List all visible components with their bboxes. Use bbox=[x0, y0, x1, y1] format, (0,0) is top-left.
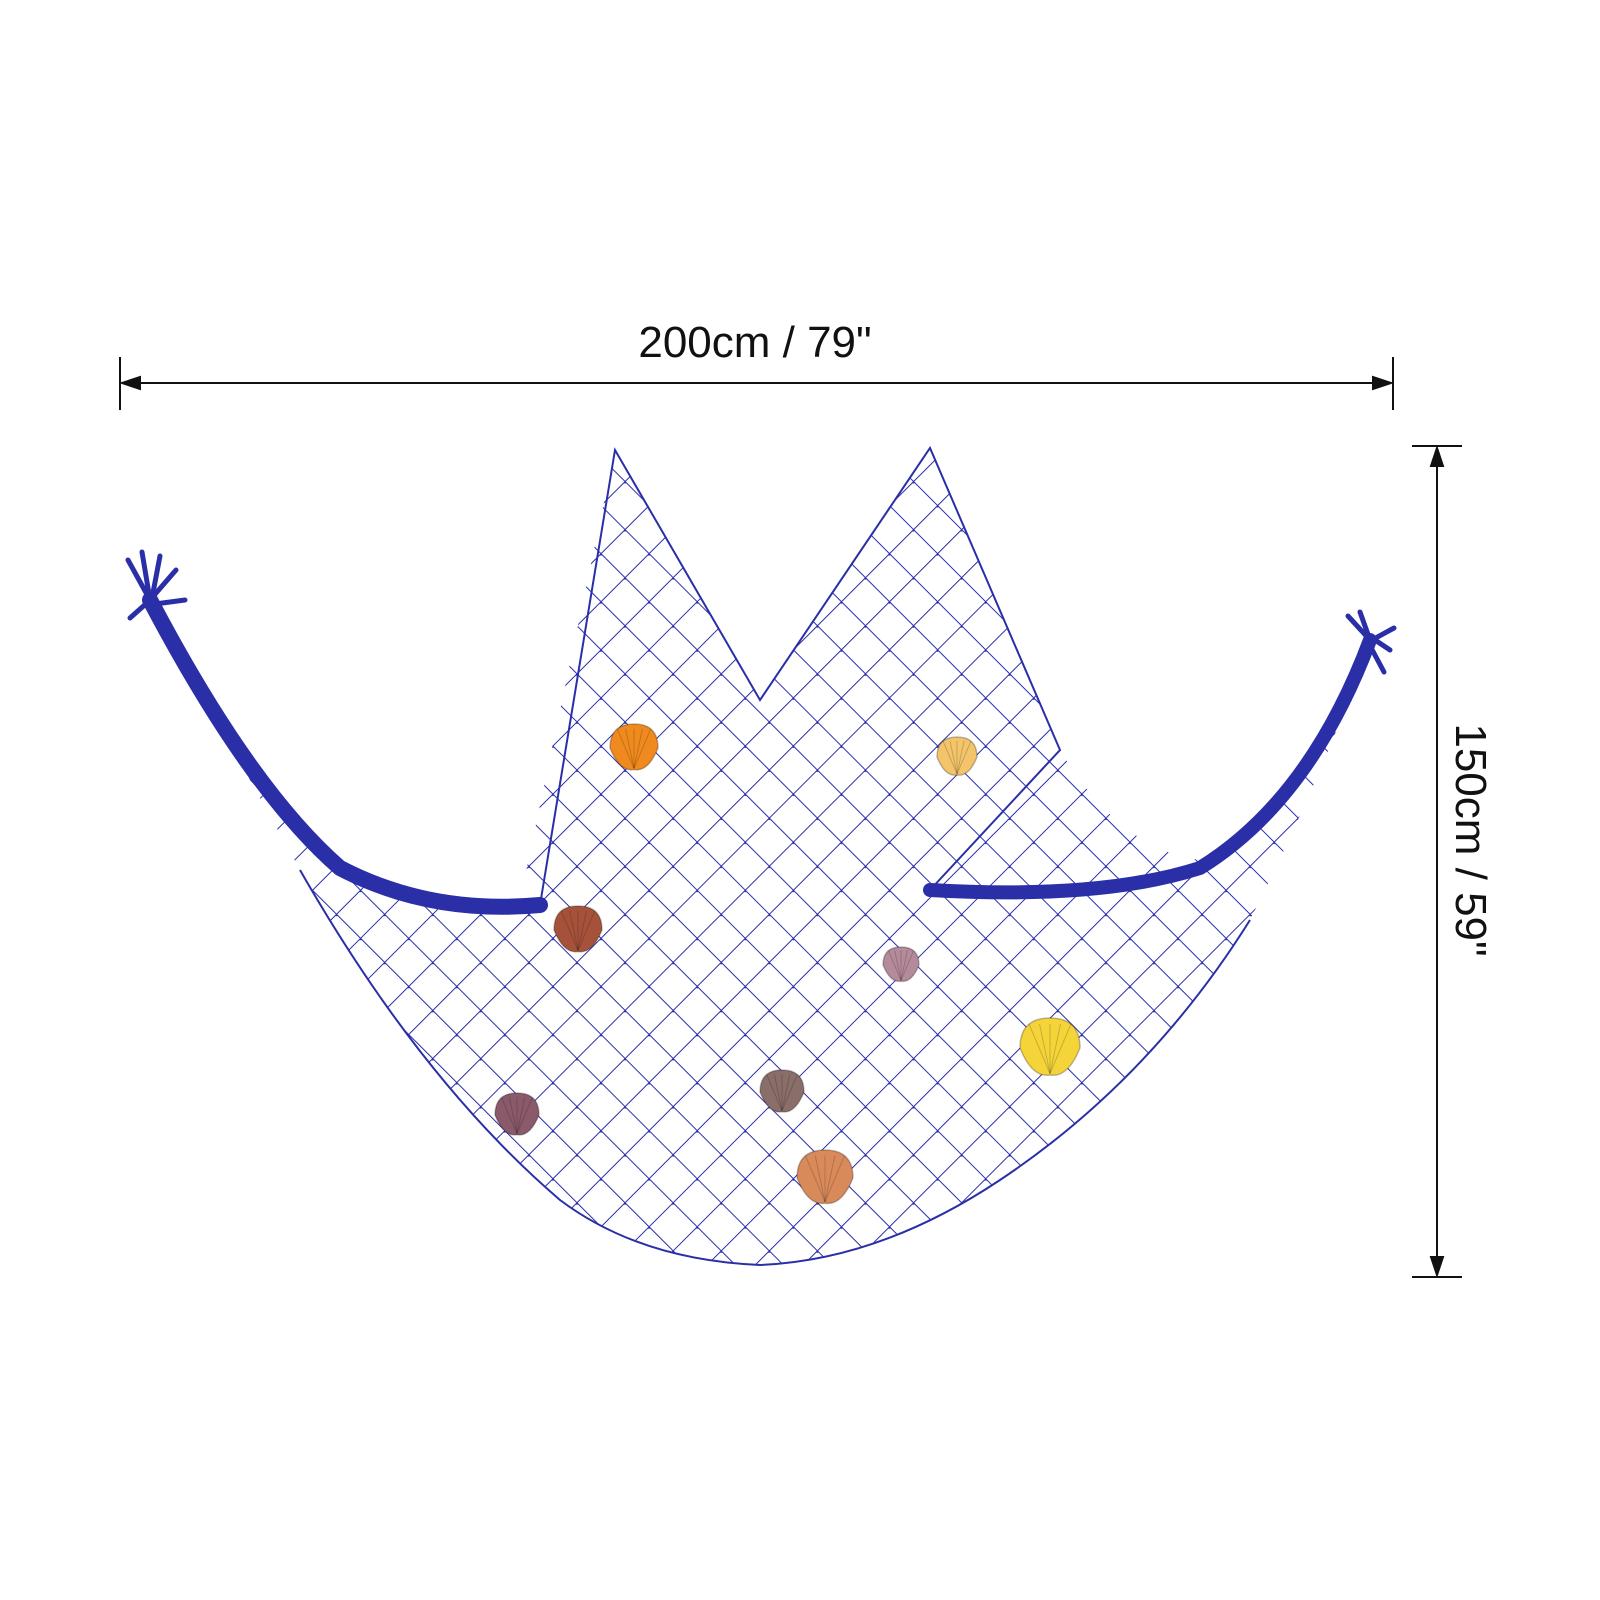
seashell-rib bbox=[900, 950, 915, 981]
seashell-rib bbox=[1039, 1023, 1051, 1074]
seashells bbox=[494, 723, 1081, 1205]
seashell-rib bbox=[508, 1097, 518, 1134]
seashell bbox=[1019, 1017, 1081, 1076]
rope-end-right bbox=[1345, 609, 1397, 675]
seashell-rib bbox=[1049, 1023, 1061, 1074]
width-dimension-line bbox=[118, 357, 1395, 410]
seashell-rib bbox=[616, 728, 635, 769]
seashell-rib bbox=[942, 740, 958, 775]
seashell-rib bbox=[887, 950, 902, 981]
seashell bbox=[609, 723, 659, 771]
seashell-rib bbox=[633, 728, 652, 769]
seashell bbox=[796, 1149, 854, 1205]
seashell-rib bbox=[625, 728, 635, 769]
seashell-rib bbox=[766, 1074, 783, 1111]
height-dimension-line bbox=[1412, 444, 1462, 1279]
seashell-rib bbox=[824, 1155, 836, 1202]
fishing-net bbox=[125, 445, 1397, 1267]
seashell-rib bbox=[956, 740, 965, 775]
seashell bbox=[882, 946, 920, 983]
height-dimension-label: 150cm / 59" bbox=[1446, 723, 1495, 957]
seashell-rib bbox=[577, 910, 587, 951]
width-dimension-label: 200cm / 79" bbox=[638, 318, 872, 367]
seashell-rib bbox=[900, 950, 908, 981]
seashell-rib bbox=[577, 910, 596, 951]
seashell-rib bbox=[560, 910, 579, 951]
seashell-rib bbox=[633, 728, 643, 769]
seashell bbox=[759, 1069, 805, 1113]
seashell-rib bbox=[516, 1097, 526, 1134]
seashell-rib bbox=[956, 740, 972, 775]
seashell-rib bbox=[1049, 1023, 1072, 1074]
seashell-rib bbox=[781, 1074, 798, 1111]
seashell-rib bbox=[894, 950, 902, 981]
seashell bbox=[553, 905, 603, 953]
seashell-rib bbox=[516, 1097, 533, 1134]
seashell bbox=[494, 1092, 540, 1136]
rope-end-left bbox=[125, 549, 188, 621]
seashell-rib bbox=[804, 1155, 826, 1202]
seashell-rib bbox=[569, 910, 579, 951]
seashell-rib bbox=[781, 1074, 791, 1111]
seashell bbox=[936, 736, 978, 776]
net-rope-right bbox=[923, 633, 1377, 900]
seashell-rib bbox=[1028, 1023, 1051, 1074]
seashell-rib bbox=[501, 1097, 518, 1134]
seashell-rib bbox=[949, 740, 958, 775]
seashell-rib bbox=[773, 1074, 783, 1111]
net-rope-left bbox=[142, 592, 548, 915]
seashell-rib bbox=[814, 1155, 826, 1202]
seashell-rib bbox=[824, 1155, 846, 1202]
